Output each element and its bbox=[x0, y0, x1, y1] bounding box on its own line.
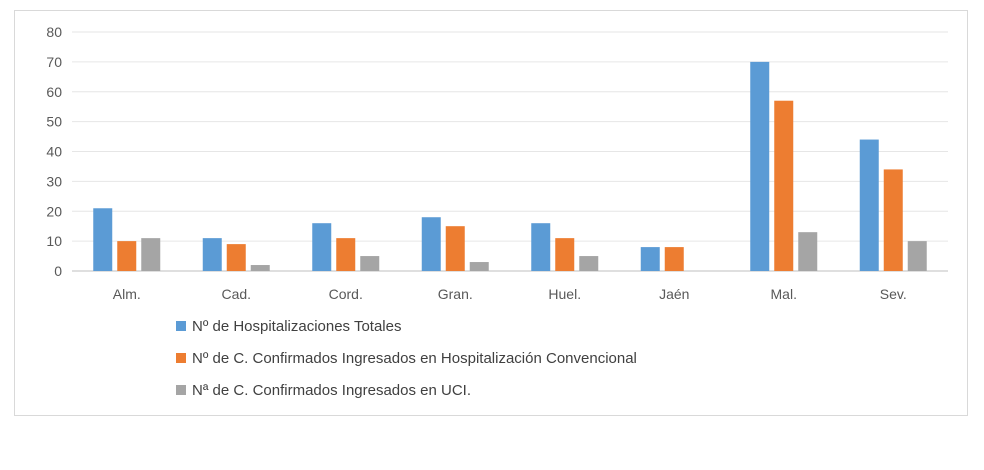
bar-1-3 bbox=[312, 223, 332, 271]
y-axis-tick-labels: 0 10 20 30 40 50 60 70 80 bbox=[46, 24, 62, 279]
bar-2-7 bbox=[774, 100, 794, 272]
bar-1-8 bbox=[859, 139, 879, 271]
bar-3-7 bbox=[798, 232, 818, 271]
bar-1-6 bbox=[640, 247, 660, 271]
x-category-label: Huel. bbox=[548, 286, 581, 302]
x-category-label: Cad. bbox=[221, 286, 251, 302]
chart-frame bbox=[14, 10, 968, 416]
y-tick-label: 10 bbox=[46, 233, 62, 249]
x-category-label: Sev. bbox=[880, 286, 907, 302]
bar-1-5 bbox=[531, 223, 551, 271]
x-axis-category-labels: Alm. Cad. Cord. Gran. Huel. Jaén Mal. Sev. bbox=[113, 286, 907, 302]
legend-label-3: Nª de C. Confirmados Ingresados en UCI. bbox=[192, 382, 471, 399]
x-category-label: Gran. bbox=[438, 286, 473, 302]
bar-1-7 bbox=[750, 61, 770, 271]
legend-swatch-1 bbox=[176, 321, 186, 331]
legend-swatch-2 bbox=[176, 353, 186, 363]
y-tick-label: 20 bbox=[46, 203, 62, 219]
x-category-label: Cord. bbox=[329, 286, 363, 302]
x-category-label: Mal. bbox=[771, 286, 797, 302]
y-tick-label: 60 bbox=[46, 84, 62, 100]
legend-label-2: Nº de C. Confirmados Ingresados en Hospi… bbox=[192, 350, 637, 367]
bar-3-5 bbox=[579, 256, 599, 271]
bar-1-2 bbox=[202, 238, 222, 271]
bar-3-3 bbox=[360, 256, 380, 271]
bar-2-4 bbox=[445, 226, 465, 271]
x-category-label: Jaén bbox=[659, 286, 689, 302]
y-tick-label: 80 bbox=[46, 24, 62, 40]
x-category-label: Alm. bbox=[113, 286, 141, 302]
y-tick-label: 40 bbox=[46, 144, 62, 160]
bar-2-1 bbox=[117, 241, 137, 271]
bars bbox=[93, 61, 927, 272]
bar-2-6 bbox=[664, 247, 684, 271]
bar-2-8 bbox=[883, 169, 903, 271]
bar-3-2 bbox=[250, 265, 270, 271]
bar-3-8 bbox=[907, 241, 927, 271]
legend: Nº de Hospitalizaciones Totales Nº de C. … bbox=[176, 318, 637, 399]
legend-swatch-3 bbox=[176, 385, 186, 395]
bar-2-3 bbox=[336, 238, 356, 271]
y-tick-label: 30 bbox=[46, 173, 62, 189]
bar-3-4 bbox=[469, 262, 489, 271]
y-tick-label: 0 bbox=[54, 263, 62, 279]
y-tick-label: 70 bbox=[46, 54, 62, 70]
y-tick-label: 50 bbox=[46, 114, 62, 130]
legend-label-1: Nº de Hospitalizaciones Totales bbox=[192, 318, 401, 335]
bar-2-2 bbox=[226, 244, 246, 271]
bar-1-4 bbox=[421, 217, 441, 271]
bar-2-5 bbox=[555, 238, 575, 271]
bar-1-1 bbox=[93, 208, 113, 271]
bar-3-1 bbox=[141, 238, 161, 271]
